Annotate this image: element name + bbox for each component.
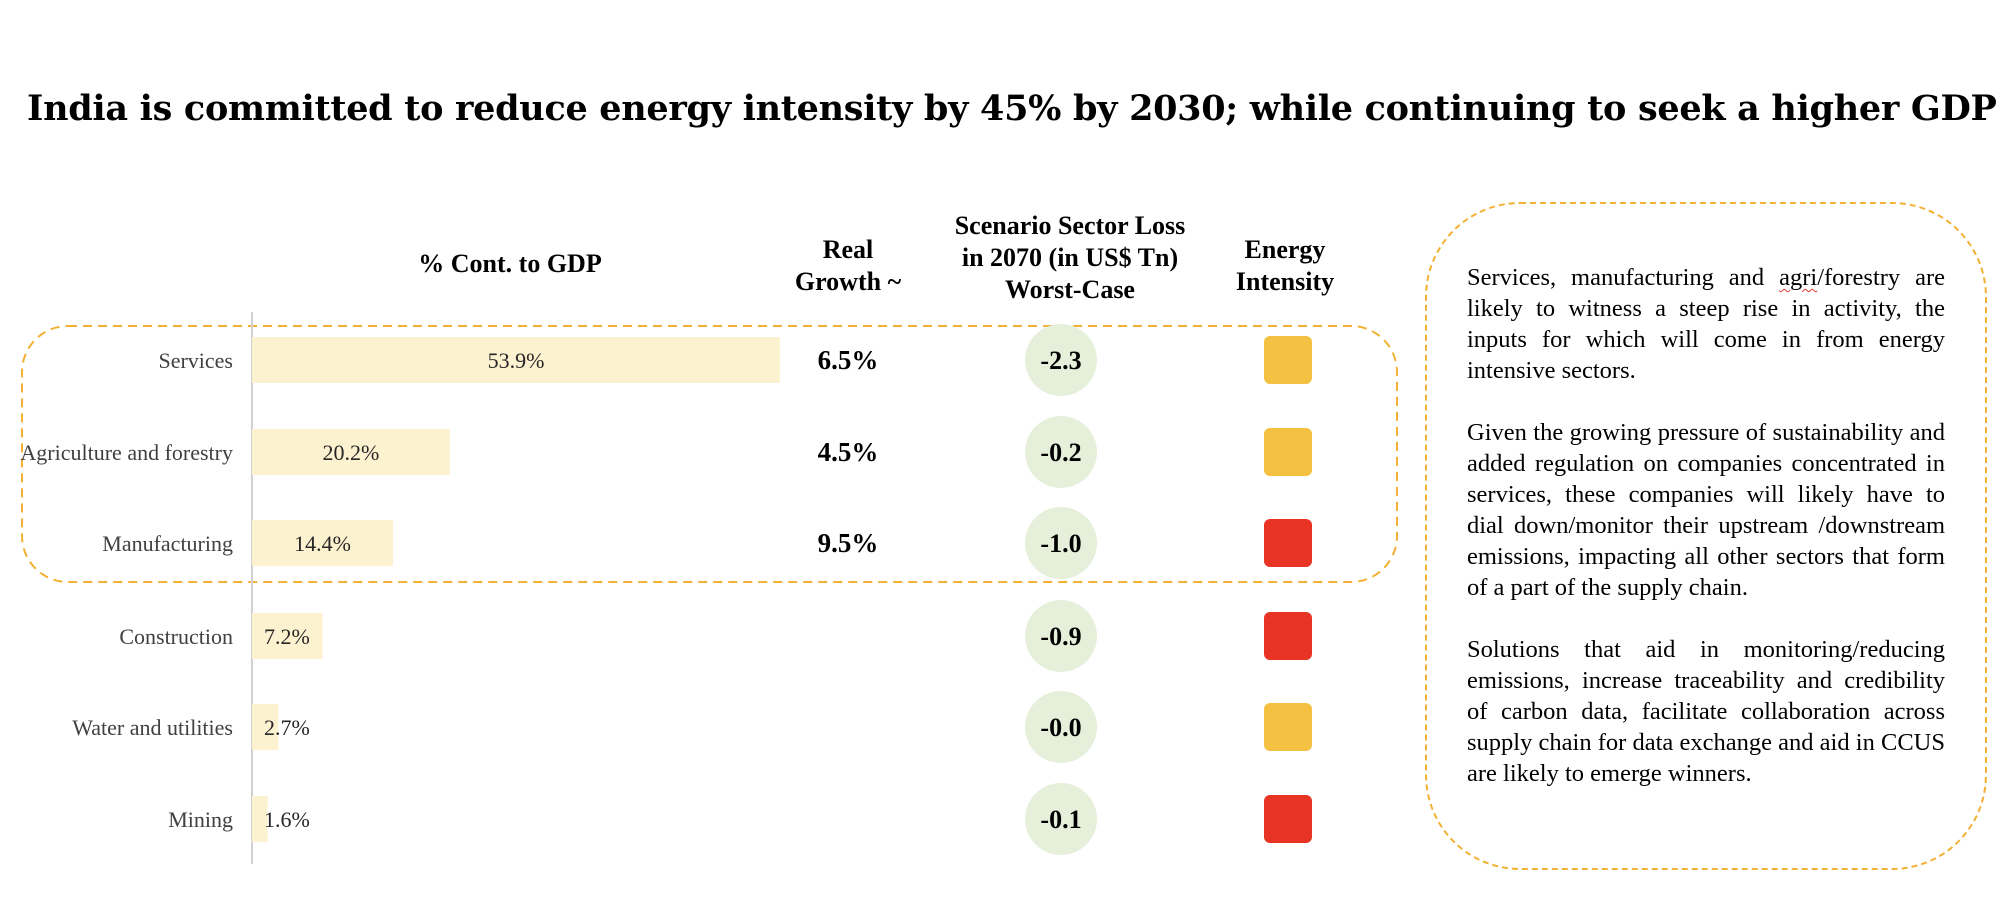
bar-value-label-mining: 1.6%: [264, 807, 310, 832]
commentary-paragraph-3: Solutions that aid in monitoring/reducin…: [1467, 636, 1945, 787]
loss-circle-water-and-utilities: [1025, 691, 1097, 763]
bar-value-label-manufacturing: 14.4%: [294, 531, 351, 556]
loss-circle-construction: [1025, 600, 1097, 672]
energy-intensity-indicator-manufacturing: [1264, 519, 1312, 567]
real-growth-value-services: 6.5%: [818, 345, 879, 375]
energy-intensity-indicator-services: [1264, 336, 1312, 384]
category-label-agriculture-and-forestry: Agriculture and forestry: [20, 440, 233, 465]
category-label-manufacturing: Manufacturing: [102, 531, 233, 556]
loss-value-water-and-utilities: -0.0: [1040, 713, 1081, 742]
sector-chart: Services 53.9% 6.5% -2.3 Agriculture and for…: [20, 312, 1398, 864]
bar-water-and-utilities: [252, 704, 279, 750]
header-real-growth: Real Growth ~: [770, 234, 926, 298]
category-label-water-and-utilities: Water and utilities: [72, 715, 233, 740]
header-intensity-line2: Intensity: [1235, 267, 1335, 296]
loss-circle-mining: [1025, 783, 1097, 855]
energy-intensity-indicator-construction: [1264, 612, 1312, 660]
loss-value-services: -2.3: [1040, 346, 1081, 375]
loss-circle-agriculture-and-forestry: [1025, 416, 1097, 488]
header-loss-line2: in 2070 (in US$ Tn): [961, 243, 1179, 272]
loss-circle-manufacturing: [1025, 507, 1097, 579]
page-title: India is committed to reduce energy inte…: [27, 88, 1997, 129]
category-label-services: Services: [158, 348, 233, 373]
commentary-box: [1425, 202, 1987, 870]
energy-intensity-indicator-water-and-utilities: [1264, 703, 1312, 751]
commentary-p1-end: /forestry are likely to witness a steep …: [1467, 264, 1946, 384]
bar-manufacturing: [252, 520, 394, 566]
bar-mining: [252, 796, 268, 842]
energy-intensity-indicator-mining: [1264, 795, 1312, 843]
header-intensity-line1: Energy: [1244, 235, 1326, 264]
loss-circle-services: [1025, 324, 1097, 396]
bar-agriculture-and-forestry: [252, 429, 450, 475]
loss-value-construction: -0.9: [1040, 622, 1081, 651]
loss-value-agriculture-and-forestry: -0.2: [1040, 438, 1081, 467]
bar-construction: [252, 613, 323, 659]
header-sector-loss: Scenario Sector Loss in 2070 (in US$ Tn)…: [935, 210, 1205, 306]
header-gdp-label: % Cont. to GDP: [418, 249, 602, 278]
bar-value-label-construction: 7.2%: [264, 624, 310, 649]
commentary-p1-start: Services, manufacturing and: [1467, 264, 1780, 291]
commentary-text: Services, manufacturing and agri/forestr…: [1467, 262, 1945, 820]
header-gdp-contribution: % Cont. to GDP: [380, 248, 640, 280]
real-growth-value-manufacturing: 9.5%: [818, 528, 879, 558]
category-label-mining: Mining: [168, 807, 233, 832]
header-loss-line1: Scenario Sector Loss: [954, 211, 1186, 240]
real-growth-value-agriculture-and-forestry: 4.5%: [818, 437, 879, 467]
loss-value-manufacturing: -1.0: [1040, 529, 1081, 558]
category-label-construction: Construction: [119, 624, 233, 649]
spellcheck-flagged-word: agri: [1779, 264, 1818, 291]
header-energy-intensity: Energy Intensity: [1210, 234, 1360, 298]
header-growth-line1: Real: [822, 235, 874, 264]
bar-value-label-agriculture-and-forestry: 20.2%: [323, 440, 380, 465]
energy-intensity-indicator-agriculture-and-forestry: [1264, 428, 1312, 476]
bar-value-label-water-and-utilities: 2.7%: [264, 715, 310, 740]
commentary-paragraph-2: Given the growing pressure of sustainabi…: [1467, 419, 1945, 601]
header-growth-line2: Growth ~: [794, 267, 902, 296]
loss-value-mining: -0.1: [1040, 805, 1081, 834]
header-loss-line3: Worst-Case: [1005, 275, 1135, 304]
commentary-paragraph-1: Services, manufacturing and agri/forestr…: [1467, 262, 1945, 386]
bar-services: [252, 337, 780, 383]
bar-value-label-services: 53.9%: [488, 348, 545, 373]
